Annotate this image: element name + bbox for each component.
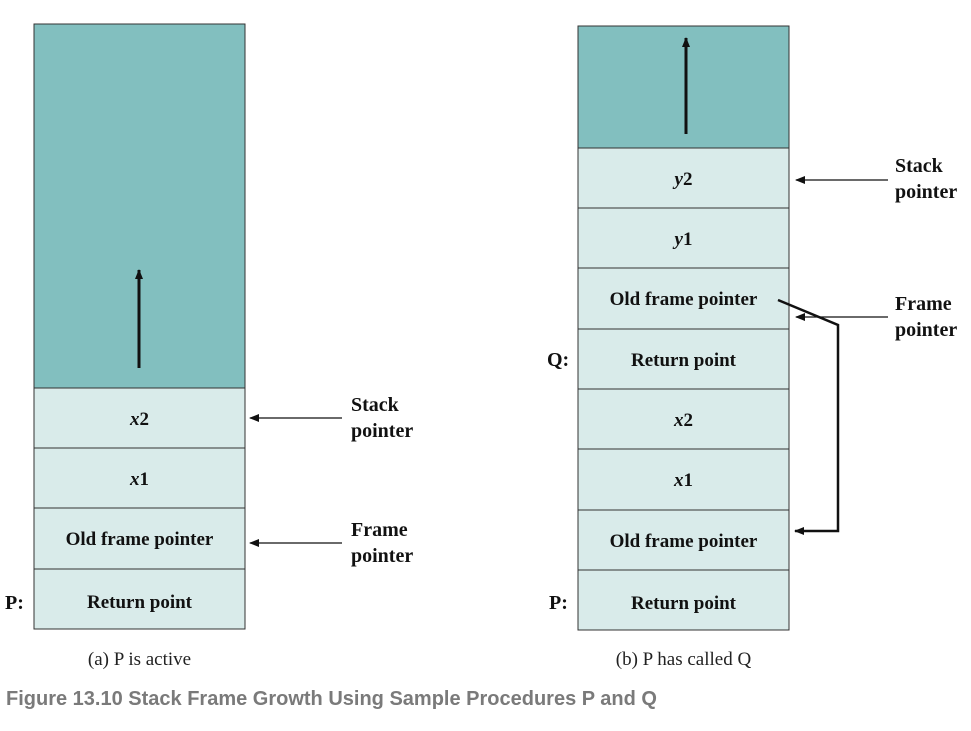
panel-b-stack-pointer-label: pointer (895, 181, 957, 203)
svg-text:x1: x1 (673, 470, 693, 491)
panel-a-cell: Old frame pointer (33, 507, 246, 570)
svg-text:Return point: Return point (87, 592, 193, 613)
panel-b-cell: y1 (577, 207, 790, 269)
panel-a-cell: Return point (33, 568, 246, 630)
panel-b-frame-pointer-label: Frame (895, 293, 952, 315)
panel-a-cell: x1 (33, 447, 246, 509)
panel-b-caption: (b) P has called Q (616, 649, 752, 670)
panel-b-cell: Return point (577, 328, 790, 390)
panel-b-cell: y2 (577, 147, 790, 209)
panel-b: y2 y1 Old frame pointer Return point x2 … (547, 25, 957, 670)
panel-a-stack-pointer-label: Stack (351, 394, 400, 416)
panel-a-frame-pointer-label: Frame (351, 519, 408, 541)
panel-a-frame-pointer-label: pointer (351, 545, 413, 567)
svg-text:Old frame pointer: Old frame pointer (66, 529, 214, 550)
panel-b-cell: Return point (577, 569, 790, 631)
panel-b-free-region (577, 25, 790, 149)
panel-b-cell: Old frame pointer (577, 267, 790, 330)
panel-b-proc-label-q: Q: (547, 349, 569, 371)
old-frame-pointer-link-arrow (777, 298, 840, 535)
panel-b-proc-label-p: P: (549, 592, 568, 614)
panel-a-cell: x2 (33, 387, 246, 449)
svg-text:x1: x1 (129, 469, 149, 490)
svg-text:y2: y2 (673, 169, 693, 190)
svg-text:y1: y1 (673, 229, 693, 250)
panel-a-proc-label-p: P: (5, 592, 24, 614)
svg-text:x2: x2 (129, 409, 149, 430)
panel-a: x2 x1 Old frame pointer Return point P: … (5, 23, 413, 670)
svg-text:Return point: Return point (631, 350, 737, 371)
svg-text:Old frame pointer: Old frame pointer (610, 531, 758, 552)
panel-a-caption: (a) P is active (88, 649, 191, 670)
svg-text:x2: x2 (673, 410, 693, 431)
panel-b-cell: x2 (577, 388, 790, 450)
panel-a-stack-pointer-label: pointer (351, 420, 413, 442)
svg-text:Return point: Return point (631, 593, 737, 614)
svg-text:Old frame pointer: Old frame pointer (610, 289, 758, 310)
panel-b-stack-pointer-label: Stack (895, 155, 944, 177)
panel-b-frame-pointer-label: pointer (895, 319, 957, 341)
panel-b-cell: x1 (577, 448, 790, 511)
panel-b-cell: Old frame pointer (577, 509, 790, 571)
stack-frame-diagram: x2 x1 Old frame pointer Return point P: … (5, 23, 957, 670)
figure-caption: Figure 13.10 Stack Frame Growth Using Sa… (6, 688, 657, 710)
